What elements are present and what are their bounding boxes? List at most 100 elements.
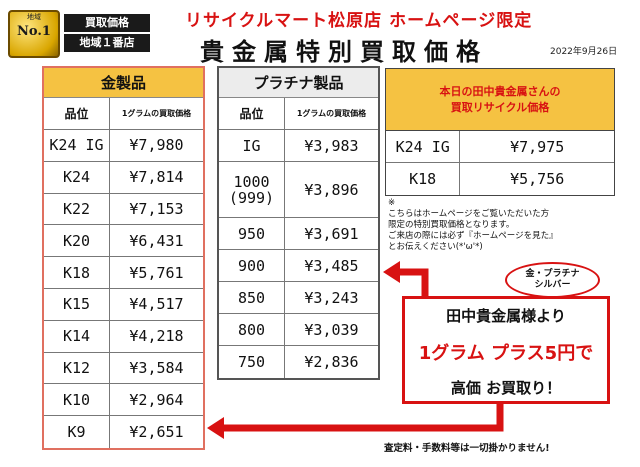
price-cell: ¥3,584 (129, 358, 184, 377)
table-row: K14 ¥4,218 (44, 320, 203, 353)
price-cell: ¥3,243 (304, 288, 359, 307)
promo-line2: 1グラム プラス5円で (418, 343, 594, 364)
grade-cell: K24 (44, 161, 110, 193)
ranking-badge: 地域 No.1 買取価格 地域１番店 (8, 4, 173, 62)
footer-note: 査定料・手数料等は一切掛かりません! (384, 443, 550, 454)
bubble-line2: シルバー (534, 280, 571, 290)
platinum-table-header: 品位 1グラムの買取価格 (219, 98, 378, 130)
promo-box: 田中貴金属様より 1グラム プラス5円で 高価 お買取り！ (402, 296, 610, 404)
table-row: 900 ¥3,485 (219, 250, 378, 282)
grade-cell: 800 (219, 314, 285, 345)
table-row: K10 ¥2,964 (44, 384, 203, 417)
grade-cell: 850 (219, 282, 285, 313)
grade-cell: K12 (44, 352, 110, 384)
table-row: 750 ¥2,836 (219, 346, 378, 378)
platinum-table-title: プラチナ製品 (219, 68, 378, 98)
price-cell: ¥3,896 (304, 180, 359, 199)
price-cell: ¥7,975 (510, 137, 565, 156)
price-cell: ¥4,218 (129, 327, 184, 346)
tanaka-title-line2: 買取リサイクル価格 (450, 100, 550, 114)
platinum-col-grade: 品位 (219, 98, 285, 129)
price-cell: ¥7,814 (129, 168, 184, 187)
tanaka-price-box: 本日の田中貴金属さんの 買取リサイクル価格 K24 IG ¥7,975 K18 ¥5… (385, 68, 615, 196)
grade-cell: K18 (44, 257, 110, 288)
grade-cell: K24 IG (44, 130, 110, 161)
gold-col-price: 1グラムの買取価格 (121, 109, 192, 118)
grade-cell: K15 (44, 288, 110, 320)
metal-bubble: 金・プラチナ シルバー (505, 262, 600, 298)
date-label: 2022年9月26日 (550, 47, 618, 57)
badge-no1: No.1 (17, 24, 51, 39)
grade-cell: K10 (44, 384, 110, 416)
gold-col-grade: 品位 (44, 98, 110, 129)
price-cell: ¥5,756 (510, 170, 565, 188)
platinum-col-price: 1グラムの買取価格 (296, 109, 367, 118)
arrow-to-gold (222, 404, 504, 432)
price-cell: ¥2,964 (129, 390, 184, 409)
table-row: K24 ¥7,814 (44, 161, 203, 194)
grade-cell: 750 (219, 346, 285, 378)
medal-icon (8, 10, 60, 58)
table-row: K22 ¥7,153 (44, 193, 203, 226)
price-cell: ¥2,651 (129, 423, 184, 442)
gold-price-table: 金製品 品位 1グラムの買取価格 K24 IG ¥7,980 K24 ¥7,814 … (42, 66, 205, 450)
price-cell: ¥3,485 (304, 256, 359, 275)
tanaka-title: 本日の田中貴金属さんの 買取リサイクル価格 (386, 69, 614, 131)
grade-cell: IG (219, 130, 285, 161)
price-cell: ¥6,431 (129, 231, 184, 250)
grade-cell: K14 (44, 320, 110, 352)
grade-cell: K20 (44, 225, 110, 257)
price-cell: ¥3,983 (304, 136, 359, 155)
page-title: 貴金属特別買取価格 (200, 38, 488, 66)
price-cell: ¥2,836 (304, 353, 359, 371)
grade-cell: 1000 (999) (219, 162, 285, 217)
price-cell: ¥7,980 (129, 136, 184, 155)
grade-line1: 1000 (233, 172, 270, 191)
grade-line2: (999) (228, 188, 275, 207)
table-row: K20 ¥6,431 (44, 225, 203, 258)
table-row: K18 ¥5,756 (386, 163, 614, 195)
table-row: 950 ¥3,691 (219, 218, 378, 250)
arrow-to-platinum (398, 268, 429, 296)
arrow-head-platinum (383, 261, 400, 283)
grade-cell: 950 (219, 218, 285, 249)
store-title: リサイクルマート松原店 ホームページ限定 (185, 11, 533, 31)
note-line: 限定の特別買取価格となります。 (388, 220, 515, 230)
table-row: 850 ¥3,243 (219, 282, 378, 314)
price-cell: ¥7,153 (129, 199, 184, 218)
note-line: ご来店の際には必ず『ホームページを見た』 (388, 231, 558, 241)
table-row: K9 ¥2,651 (44, 416, 203, 448)
badge-line2: 地域１番店 (64, 34, 150, 52)
note-mark: ※ (388, 198, 396, 208)
badge-line1: 買取価格 (64, 14, 150, 32)
promo-line1: 田中貴金属様より (446, 307, 566, 325)
table-row: K24 IG ¥7,975 (386, 131, 614, 163)
gold-table-title: 金製品 (44, 68, 203, 98)
table-row: K15 ¥4,517 (44, 288, 203, 321)
table-row: K12 ¥3,584 (44, 352, 203, 385)
grade-cell: K24 IG (386, 131, 461, 162)
table-row: 800 ¥3,039 (219, 314, 378, 346)
note-line: とお伝えください(*'ω'*) (388, 242, 483, 252)
bubble-line1: 金・プラチナ (525, 269, 580, 279)
badge-region: 地域 (27, 13, 41, 21)
price-cell: ¥5,761 (129, 263, 184, 282)
gold-table-header: 品位 1グラムの買取価格 (44, 98, 203, 130)
price-cell: ¥3,039 (304, 320, 359, 339)
table-row: IG ¥3,983 (219, 130, 378, 162)
table-row: K24 IG ¥7,980 (44, 130, 203, 162)
grade-cell: K22 (44, 193, 110, 225)
price-cell: ¥3,691 (304, 224, 359, 243)
grade-cell: K9 (44, 416, 110, 448)
tanaka-title-line1: 本日の田中貴金属さんの (439, 84, 561, 98)
price-cell: ¥4,517 (129, 295, 184, 314)
grade-cell: 900 (219, 250, 285, 281)
table-row: 1000 (999) ¥3,896 (219, 162, 378, 218)
note-line: こちらはホームページをご覧いただいた方 (388, 209, 550, 219)
notice-text: ※ こちらはホームページをご覧いただいた方 限定の特別買取価格となります。 ご来… (388, 198, 628, 253)
arrow-head-gold (207, 417, 224, 439)
platinum-price-table: プラチナ製品 品位 1グラムの買取価格 IG ¥3,983 1000 (999) ¥… (217, 66, 380, 380)
grade-cell: K18 (386, 163, 461, 195)
table-row: K18 ¥5,761 (44, 257, 203, 289)
